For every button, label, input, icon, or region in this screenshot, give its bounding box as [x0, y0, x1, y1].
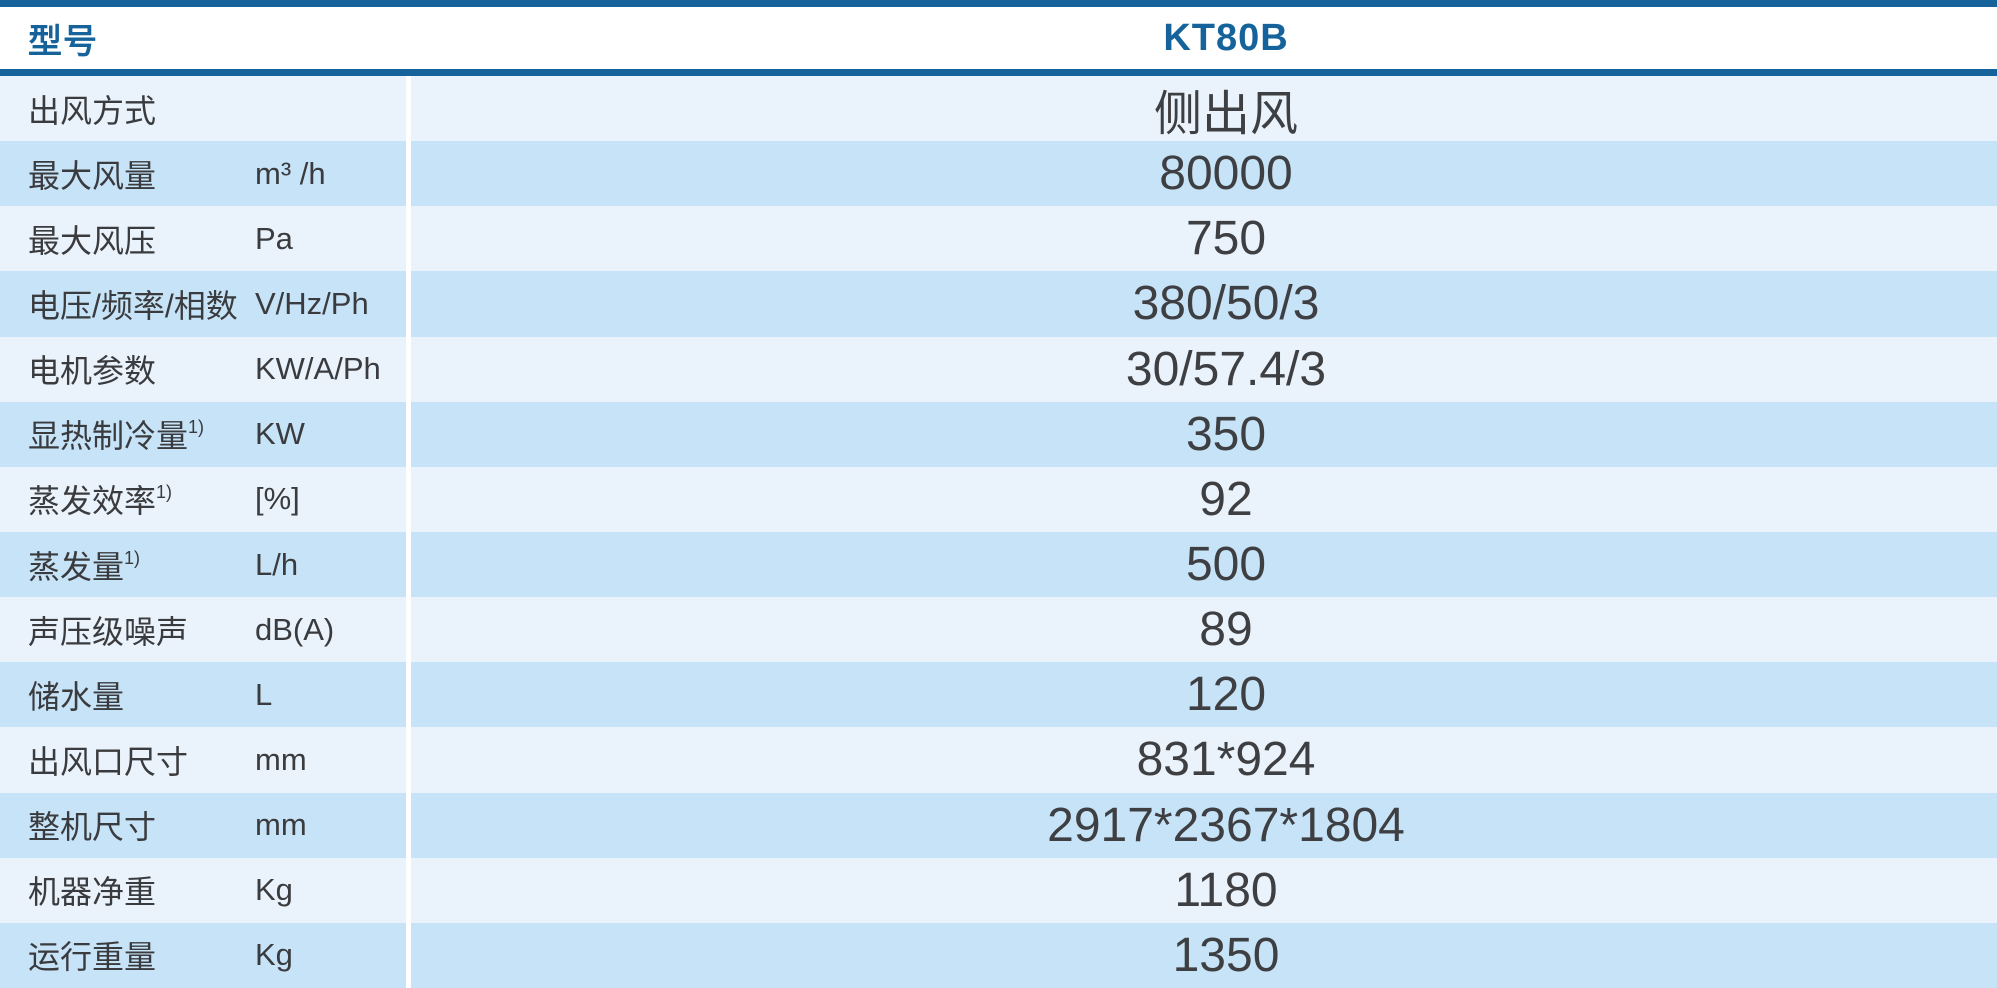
table-row: 蒸发效率1) [%] 92	[0, 466, 1997, 532]
table-row: 电机参数 KW/A/Ph 30/57.4/3	[0, 336, 1997, 402]
row-value: 2917*2367*1804	[411, 792, 1997, 858]
column-divider	[406, 922, 411, 988]
row-label: 显热制冷量1)	[28, 417, 205, 455]
column-divider	[406, 336, 411, 402]
row-label: 机器净重	[28, 874, 157, 911]
row-unit: [%]	[255, 481, 300, 517]
row-value: 120	[411, 662, 1997, 728]
row-label: 最大风压	[28, 222, 157, 259]
label-cell: 运行重量 Kg	[0, 922, 406, 988]
label-cell: 电机参数 KW/A/Ph	[0, 336, 406, 402]
model-header-value: KT80B	[1163, 16, 1289, 59]
column-divider	[406, 466, 411, 532]
column-divider	[406, 141, 411, 207]
row-unit: dB(A)	[255, 611, 335, 647]
table-row: 电压/频率/相数 V/Hz/Ph 380/50/3	[0, 271, 1997, 337]
row-unit: Kg	[255, 937, 293, 973]
row-value: 92	[411, 466, 1997, 532]
table-row: 最大风压 Pa 750	[0, 206, 1997, 272]
column-divider	[406, 857, 411, 923]
row-label: 整机尺寸	[28, 809, 157, 846]
label-cell: 蒸发量1) L/h	[0, 531, 406, 598]
row-value: 831*924	[411, 727, 1997, 793]
row-unit: Pa	[255, 220, 293, 256]
row-value: 侧出风	[411, 76, 1997, 142]
header-divider-line	[0, 69, 1997, 76]
table-row: 出风口尺寸 mm 831*924	[0, 727, 1997, 793]
row-unit: m³ /h	[255, 155, 326, 191]
label-cell: 最大风量 m³ /h	[0, 141, 406, 207]
row-label: 声压级噪声	[28, 613, 189, 650]
label-cell: 出风方式	[0, 76, 406, 142]
row-value: 1350	[411, 922, 1997, 988]
model-header-label: 型号	[28, 22, 98, 61]
footnote-marker: 1)	[188, 417, 205, 438]
row-label: 出风方式	[28, 92, 157, 129]
table-header-row: 型号 KT80B	[0, 7, 1997, 69]
row-value: 750	[411, 206, 1997, 272]
label-cell: 电压/频率/相数 V/Hz/Ph	[0, 271, 406, 337]
row-label: 蒸发效率1)	[28, 482, 173, 520]
column-divider	[406, 531, 411, 598]
row-value: 500	[411, 531, 1997, 598]
row-value: 350	[411, 401, 1997, 467]
row-unit: L/h	[255, 546, 299, 582]
row-unit: V/Hz/Ph	[255, 285, 369, 321]
label-cell: 整机尺寸 mm	[0, 792, 406, 858]
row-label: 运行重量	[28, 939, 157, 976]
column-divider	[406, 597, 411, 663]
row-unit: mm	[255, 741, 307, 777]
row-value: 1180	[411, 857, 1997, 923]
table-row: 整机尺寸 mm 2917*2367*1804	[0, 792, 1997, 858]
table-row: 显热制冷量1) KW 350	[0, 401, 1997, 467]
label-cell: 蒸发效率1) [%]	[0, 466, 406, 532]
table-row: 最大风量 m³ /h 80000	[0, 141, 1997, 207]
column-divider	[406, 206, 411, 272]
label-cell: 储水量 L	[0, 662, 406, 728]
row-label: 蒸发量1)	[28, 547, 141, 585]
row-unit: KW/A/Ph	[255, 351, 381, 387]
row-label: 电机参数	[28, 353, 157, 390]
row-unit: Kg	[255, 872, 293, 908]
row-unit: mm	[255, 807, 307, 843]
table-row: 运行重量 Kg 1350	[0, 922, 1997, 988]
label-cell: 声压级噪声 dB(A)	[0, 597, 406, 663]
column-divider	[406, 401, 411, 467]
table-row: 蒸发量1) L/h 500	[0, 531, 1997, 598]
row-unit: L	[255, 676, 273, 712]
footnote-marker: 1)	[124, 547, 141, 568]
label-cell: 显热制冷量1) KW	[0, 401, 406, 467]
table-top-border	[0, 0, 1997, 7]
row-label: 电压/频率/相数	[28, 287, 238, 324]
row-value: 89	[411, 597, 1997, 663]
row-value: 80000	[411, 141, 1997, 207]
spec-table-body: 出风方式 侧出风 最大风量 m³ /h 80000 最大风压 Pa 750	[0, 76, 1997, 988]
row-value: 30/57.4/3	[411, 336, 1997, 402]
row-label: 最大风量	[28, 157, 157, 194]
row-label: 储水量	[28, 678, 125, 715]
column-divider	[406, 792, 411, 858]
table-row: 出风方式 侧出风	[0, 76, 1997, 142]
label-cell: 机器净重 Kg	[0, 857, 406, 923]
footnote-marker: 1)	[156, 482, 173, 503]
column-divider	[406, 727, 411, 793]
table-row: 储水量 L 120	[0, 662, 1997, 728]
row-label: 出风口尺寸	[28, 743, 189, 780]
label-cell: 出风口尺寸 mm	[0, 727, 406, 793]
table-row: 机器净重 Kg 1180	[0, 857, 1997, 923]
column-divider	[406, 76, 411, 142]
row-value: 380/50/3	[411, 271, 1997, 337]
label-cell: 最大风压 Pa	[0, 206, 406, 272]
column-divider	[406, 662, 411, 728]
row-unit: KW	[255, 416, 305, 452]
column-divider	[406, 271, 411, 337]
table-row: 声压级噪声 dB(A) 89	[0, 597, 1997, 663]
